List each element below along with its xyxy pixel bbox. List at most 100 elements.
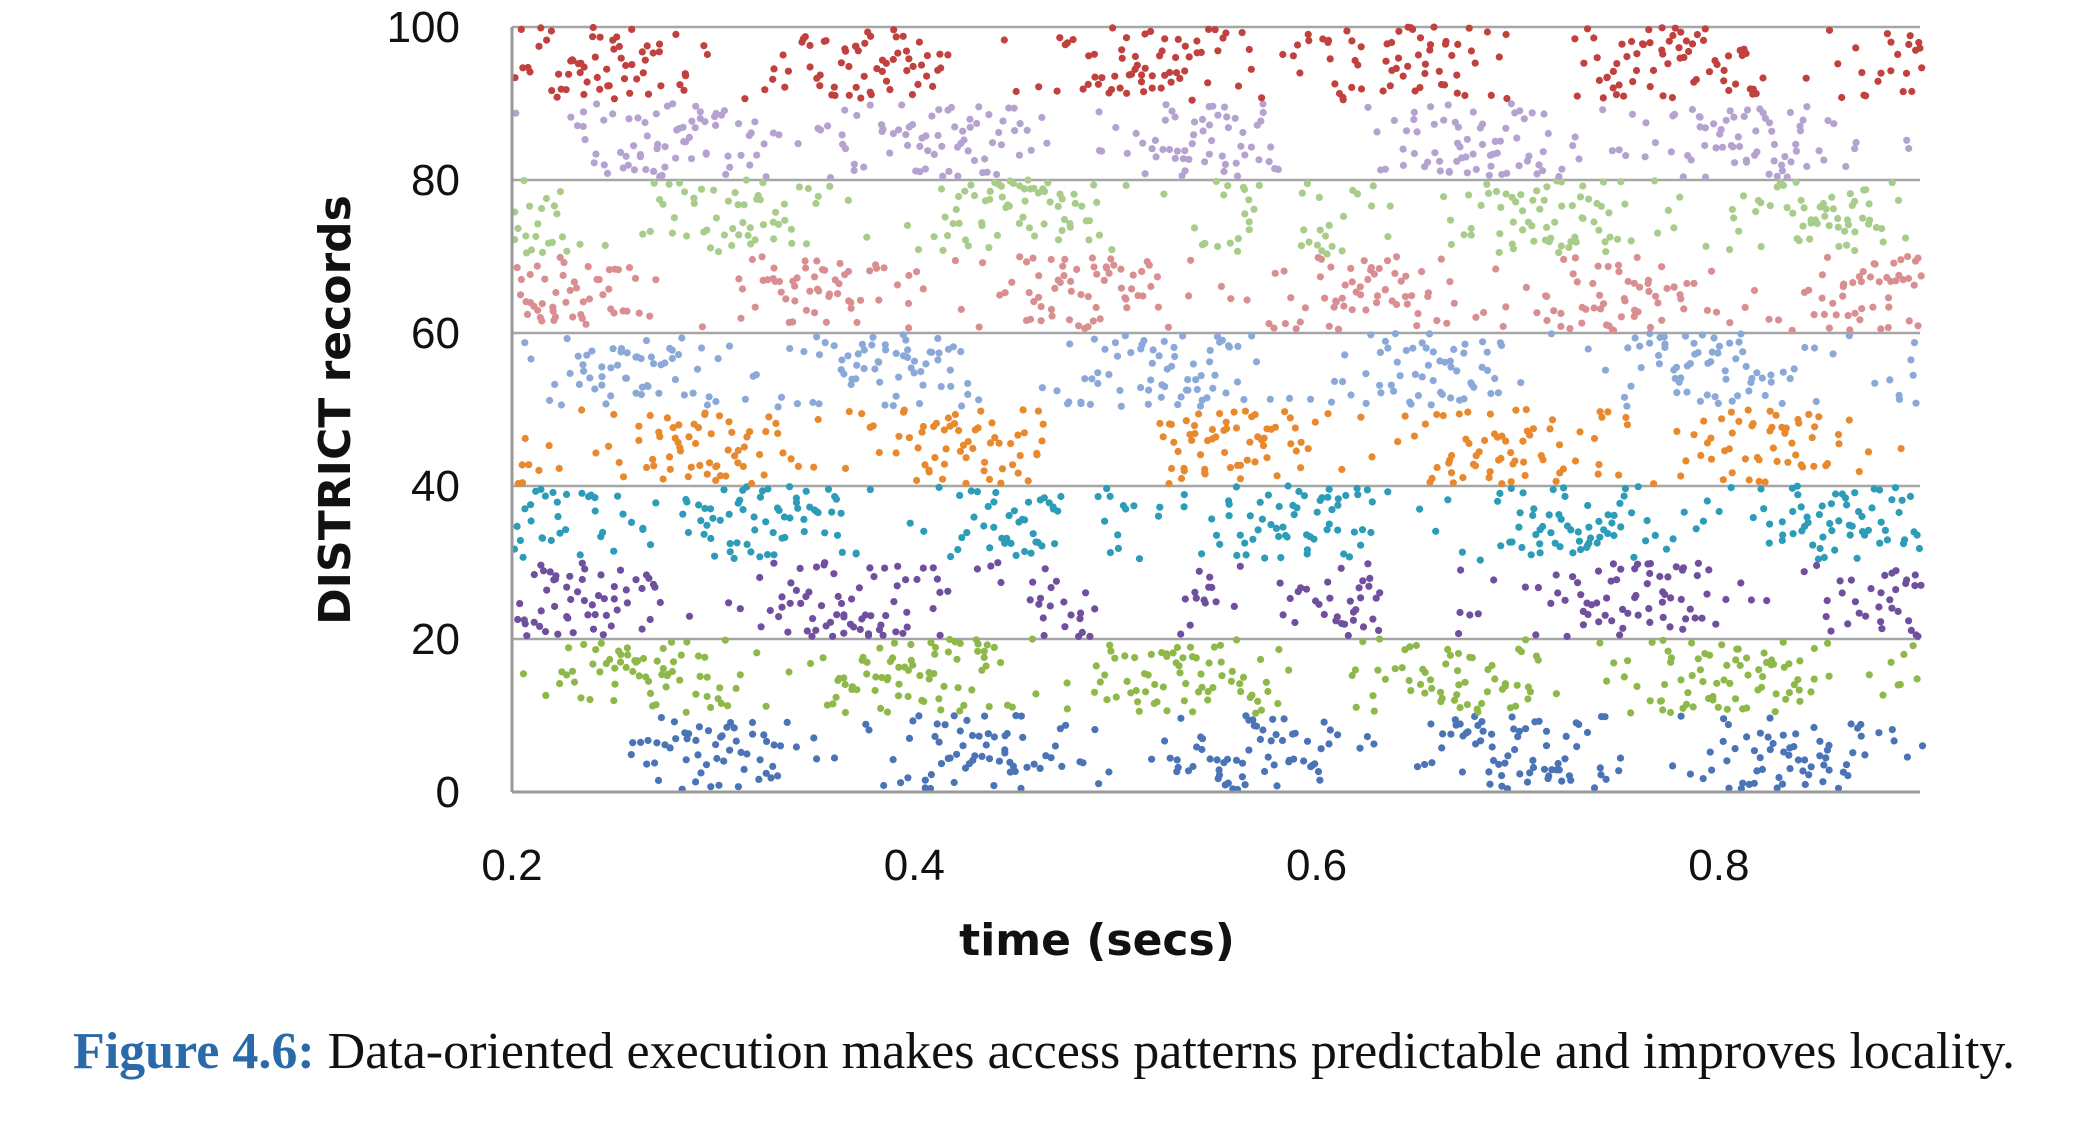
data-point [1677, 28, 1685, 36]
data-point [990, 782, 998, 790]
data-point [1548, 416, 1557, 424]
data-point [806, 41, 814, 50]
data-point [675, 179, 684, 187]
data-point [633, 75, 641, 83]
data-point [1357, 413, 1365, 421]
data-point [1910, 281, 1918, 289]
data-point [1709, 692, 1717, 701]
data-point [1778, 518, 1786, 526]
data-point [801, 33, 809, 41]
data-point [1569, 573, 1577, 581]
data-point [770, 264, 778, 272]
data-point [1024, 477, 1032, 485]
data-point [921, 461, 929, 469]
data-point [743, 540, 751, 549]
data-point [937, 760, 946, 768]
data-point [1020, 185, 1029, 193]
data-point [1765, 539, 1773, 547]
data-point [1835, 440, 1843, 448]
data-point [1029, 254, 1037, 262]
data-point [822, 318, 831, 326]
data-point [1296, 69, 1304, 77]
data-point [1823, 253, 1832, 261]
data-point [981, 458, 989, 466]
data-point [1834, 60, 1842, 68]
data-point [1478, 718, 1486, 726]
data-point [890, 639, 899, 647]
data-point [1118, 46, 1126, 54]
data-point [986, 195, 994, 203]
data-point [1127, 349, 1135, 357]
data-point [1148, 755, 1156, 763]
data-point [1267, 521, 1275, 529]
data-point [1634, 611, 1642, 619]
data-point [1824, 117, 1832, 125]
data-point [1134, 292, 1142, 300]
data-point [1603, 73, 1611, 81]
data-point [514, 615, 522, 624]
data-point [1066, 220, 1074, 228]
data-point [919, 381, 927, 389]
data-point [1550, 307, 1558, 315]
data-point [1820, 156, 1828, 164]
data-point [1571, 457, 1580, 465]
data-point [1433, 463, 1441, 472]
data-point [892, 628, 900, 636]
data-point [1789, 530, 1797, 538]
data-point [1590, 434, 1599, 443]
data-point [931, 643, 940, 652]
data-point [543, 586, 551, 594]
data-point [1779, 638, 1787, 646]
data-point [1659, 636, 1667, 644]
data-point [838, 356, 846, 364]
data-point [1221, 448, 1229, 457]
data-point [1098, 74, 1106, 82]
data-point [1630, 279, 1638, 287]
data-point [904, 692, 912, 701]
data-point [566, 369, 574, 378]
data-point [854, 350, 862, 358]
data-point [1190, 422, 1199, 430]
data-point [1060, 215, 1069, 224]
data-point [913, 476, 921, 485]
data-point [581, 136, 589, 144]
data-point [1757, 199, 1765, 207]
data-point [1690, 431, 1698, 439]
data-point [1714, 703, 1722, 711]
data-point [1181, 67, 1189, 75]
data-point [1658, 316, 1666, 324]
data-point [1302, 585, 1311, 593]
data-point [1356, 744, 1364, 752]
data-point [1416, 34, 1425, 42]
data-point [1768, 127, 1776, 135]
data-point [1601, 611, 1609, 619]
data-point [1366, 574, 1374, 583]
data-point [995, 757, 1004, 765]
data-point [1600, 300, 1608, 308]
data-point [1297, 438, 1305, 446]
data-point [1552, 571, 1560, 579]
data-point [652, 499, 660, 507]
data-point [1727, 484, 1735, 492]
data-point [1447, 469, 1456, 477]
data-point [1630, 553, 1638, 561]
data-point [1402, 346, 1410, 355]
data-point [957, 305, 965, 313]
data-point [684, 528, 693, 537]
data-point [1021, 547, 1029, 556]
data-point [931, 732, 939, 741]
data-point [1816, 752, 1824, 760]
data-point [1559, 465, 1567, 473]
data-point [1730, 113, 1738, 121]
data-point [1486, 410, 1494, 418]
data-point [1047, 754, 1055, 762]
data-point [1108, 246, 1116, 254]
data-point [1495, 760, 1503, 769]
data-point [1339, 378, 1347, 386]
data-point [1453, 157, 1461, 165]
data-point [693, 365, 702, 373]
data-point [1161, 35, 1169, 43]
data-point [1699, 517, 1707, 525]
data-point [1479, 727, 1487, 735]
data-point [1111, 654, 1119, 662]
